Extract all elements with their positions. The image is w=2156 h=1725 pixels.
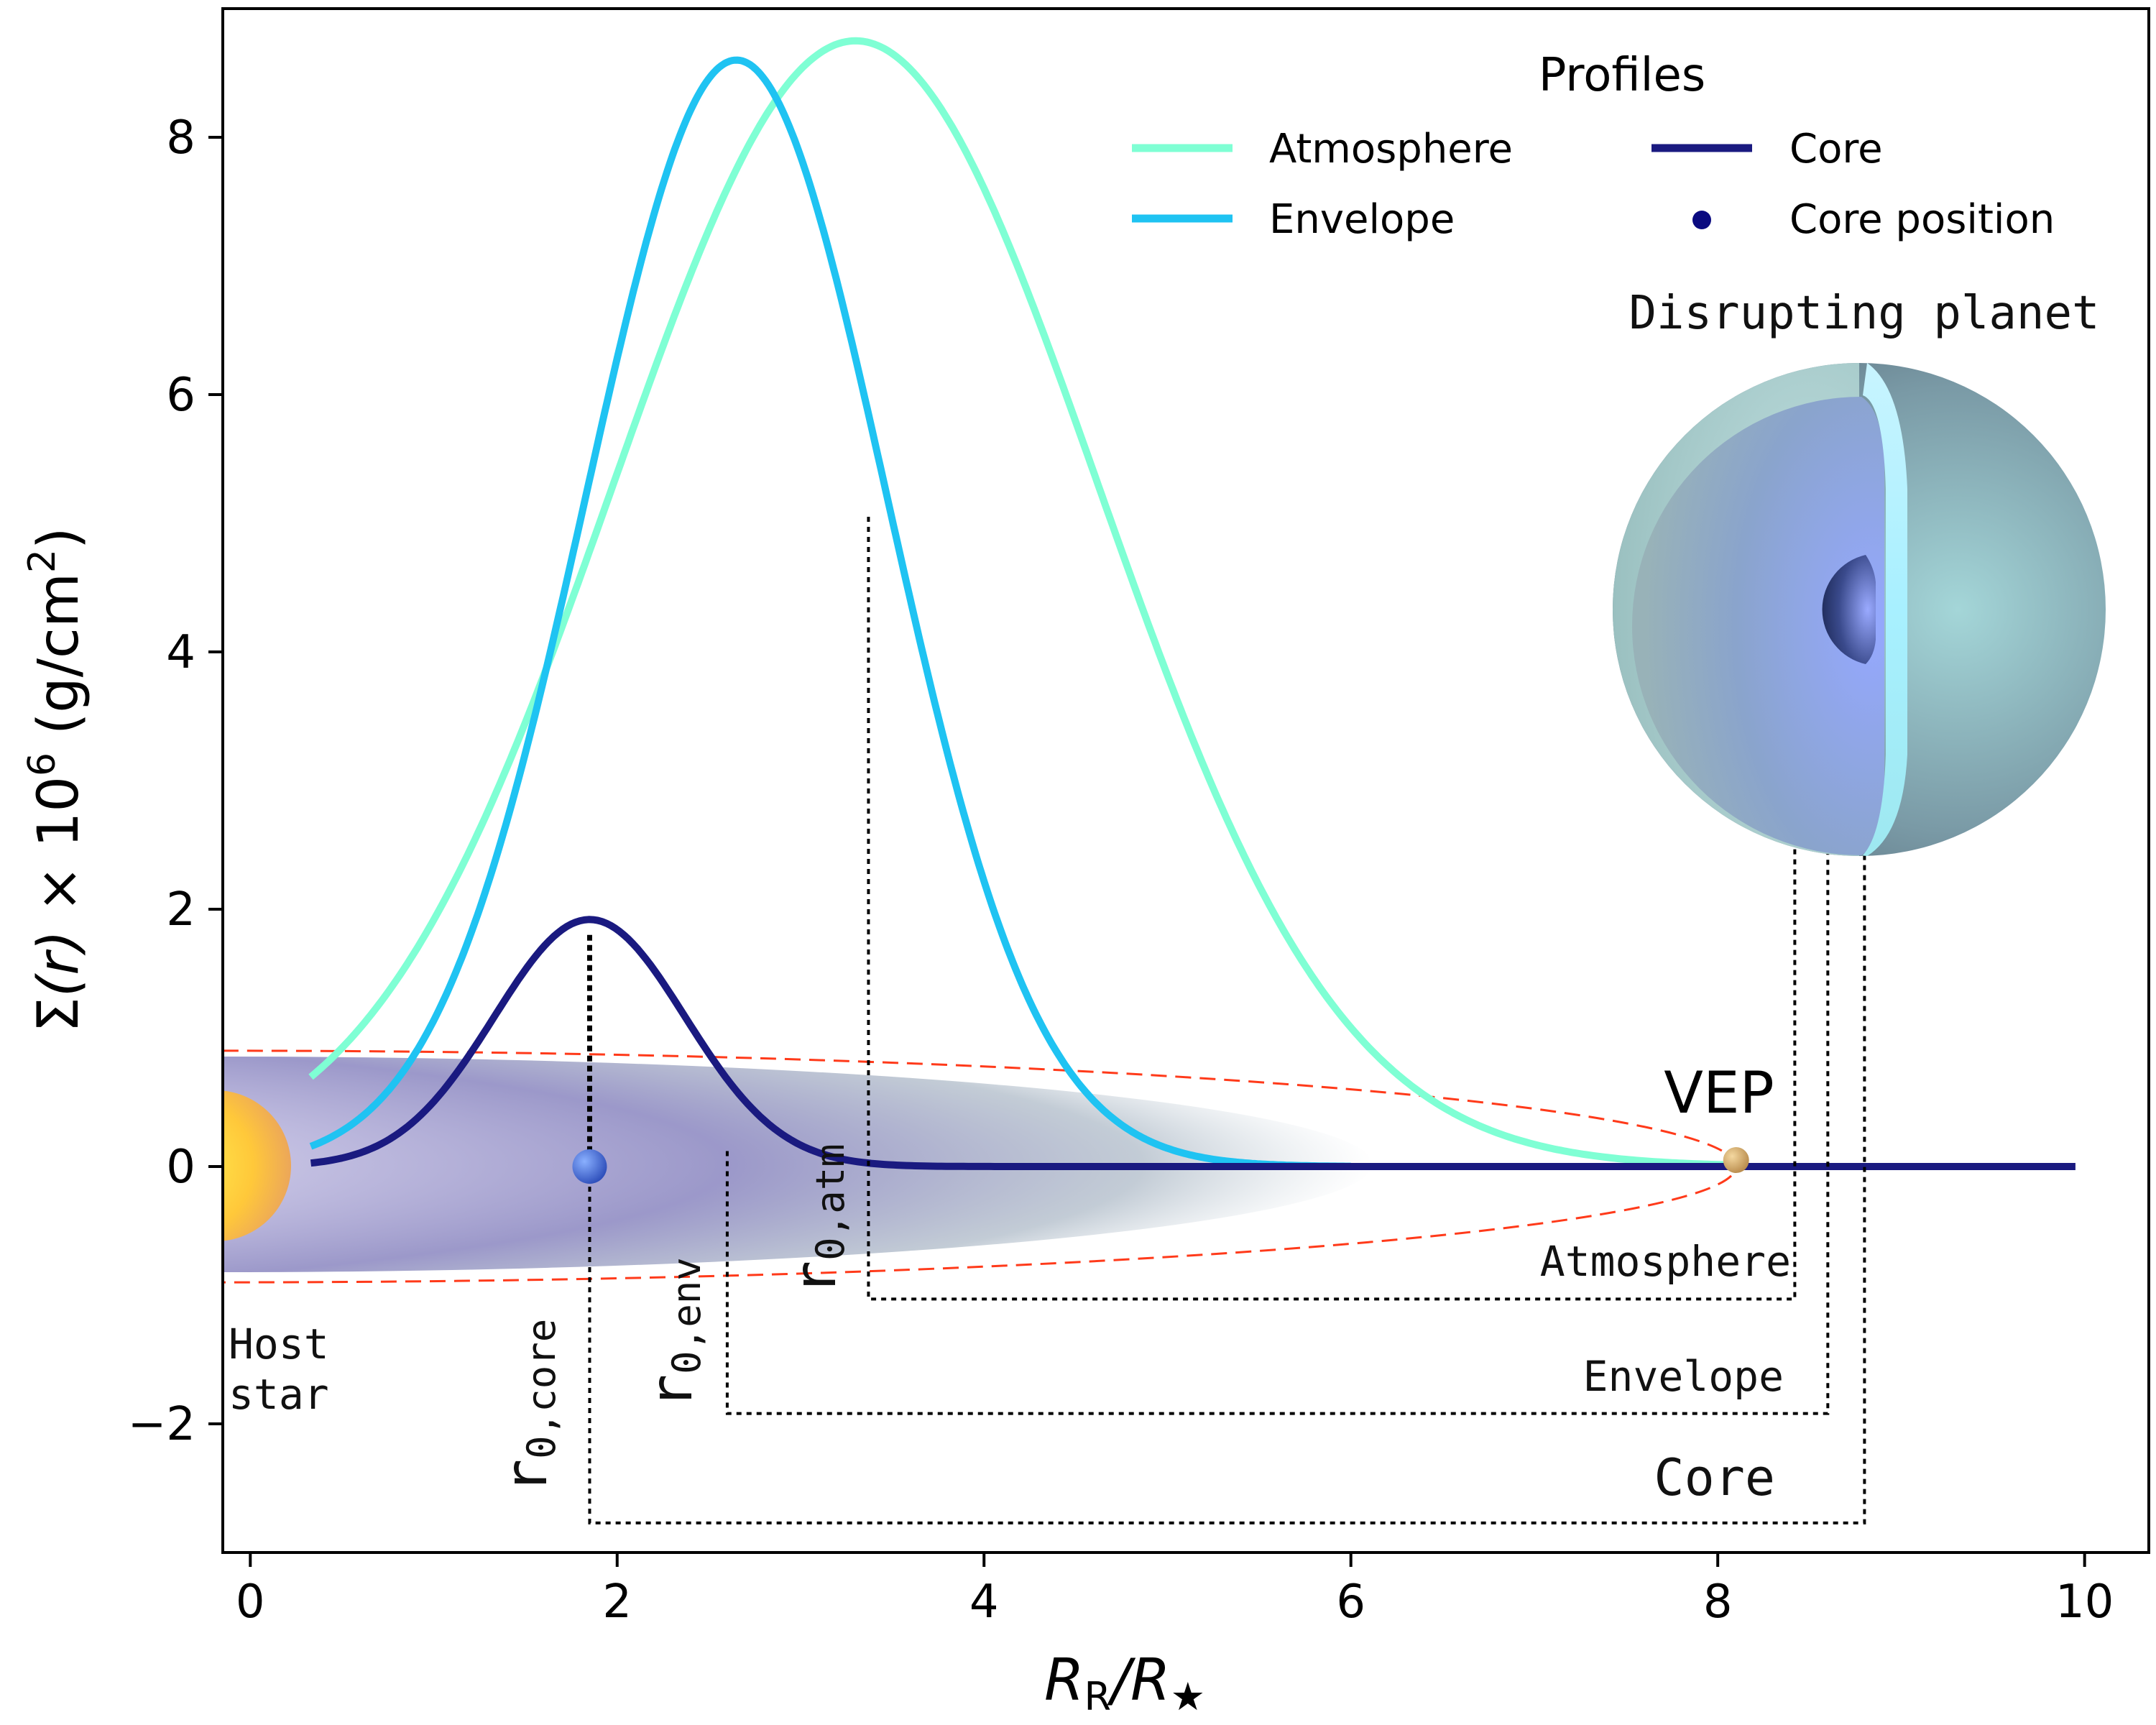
legend-dot-core-position xyxy=(1692,211,1711,229)
r0-atm-base: r xyxy=(782,1261,849,1295)
disrupting-planet: Disrupting planet xyxy=(1613,287,2106,856)
plot-frame xyxy=(221,7,2150,1554)
y-axis-label: Σ(r) × 106 (g/cm2) xyxy=(21,528,91,1033)
planet-envelope-layer xyxy=(1632,397,1884,855)
y-tick-label: −2 xyxy=(128,1398,195,1451)
host-star-label-line2: star xyxy=(229,1370,329,1419)
planet-rim xyxy=(1863,363,1907,856)
r0-core-base: r xyxy=(493,1459,560,1494)
series-layer xyxy=(308,37,2076,1170)
legend-label-core: Core xyxy=(1789,126,1883,172)
y-label-exp6: 6 xyxy=(21,753,64,776)
x-label-sub: R xyxy=(1084,1674,1112,1719)
r0-atm-sub: 0,atm xyxy=(808,1144,853,1261)
bracket-label-core: Core xyxy=(1654,1448,1775,1507)
vep-point xyxy=(1723,1147,1749,1174)
x-tick-label: 0 xyxy=(236,1576,265,1629)
x-axis: 0 2 4 6 8 10 xyxy=(236,1552,2114,1629)
y-tick-label: 6 xyxy=(166,369,195,422)
r0-core-sub: 0,core xyxy=(519,1319,564,1459)
dotted-lines xyxy=(586,517,1866,1524)
y-label-close: ) xyxy=(27,528,91,549)
legend-title: Profiles xyxy=(1539,49,1705,102)
y-tick-label: 0 xyxy=(166,1141,195,1194)
plot-area xyxy=(223,37,2076,1284)
r0-env-base: r xyxy=(638,1374,705,1409)
legend-label-envelope: Envelope xyxy=(1269,196,1455,243)
y-tick-label: 4 xyxy=(166,626,195,679)
x-label-main: R xyxy=(1044,1647,1084,1714)
x-tick-label: 6 xyxy=(1336,1576,1365,1629)
core-position-dot xyxy=(572,1149,607,1184)
y-label-sigma: Σ xyxy=(27,997,91,1032)
series-atmosphere-line xyxy=(308,37,1736,1169)
x-tick-label: 4 xyxy=(969,1576,999,1629)
x-tick-label: 8 xyxy=(1703,1576,1733,1629)
bracket-label-atmosphere: Atmosphere xyxy=(1540,1237,1791,1286)
y-tick-label: 8 xyxy=(166,111,195,165)
r0-core-label: r0,core xyxy=(493,1319,564,1494)
x-label-star: ★ xyxy=(1171,1674,1205,1719)
host-star xyxy=(223,1090,291,1241)
x-axis-label: RR/R★ xyxy=(1044,1647,1205,1719)
legend-label-atmosphere: Atmosphere xyxy=(1269,126,1513,172)
series-core-line xyxy=(310,916,2076,1170)
planet-title: Disrupting planet xyxy=(1628,287,2099,340)
bracket-label-envelope: Envelope xyxy=(1583,1352,1784,1401)
y-label-times: × 10 xyxy=(27,776,91,930)
r0-env-sub: 0,env xyxy=(664,1257,709,1374)
debris-stream xyxy=(223,1057,1373,1272)
series-envelope-line xyxy=(309,56,1353,1170)
bracket-core xyxy=(588,652,1866,1524)
y-label-r: (r) xyxy=(27,930,91,997)
vep-label: VEP xyxy=(1664,1059,1774,1126)
legend-label-core-position: Core position xyxy=(1789,196,2055,243)
x-tick-label: 2 xyxy=(602,1576,632,1629)
r0-atm-label: r0,atm xyxy=(782,1144,853,1295)
r0-env-label: r0,env xyxy=(638,1257,709,1409)
y-axis: −2 0 2 4 6 8 xyxy=(128,111,223,1451)
x-label-div: /R xyxy=(1107,1647,1171,1714)
y-tick-label: 2 xyxy=(166,883,195,937)
x-tick-label: 10 xyxy=(2055,1576,2114,1629)
points-layer xyxy=(572,1147,1749,1184)
planet-core-layer xyxy=(1822,555,1876,664)
host-star-label-line1: Host xyxy=(229,1320,329,1368)
y-label-unit: (g/cm xyxy=(27,573,91,753)
y-label-exp2: 2 xyxy=(21,549,64,573)
bracket-envelope xyxy=(725,716,1830,1415)
legend: Profiles Atmosphere Core Envelope Core p… xyxy=(1132,49,2055,243)
